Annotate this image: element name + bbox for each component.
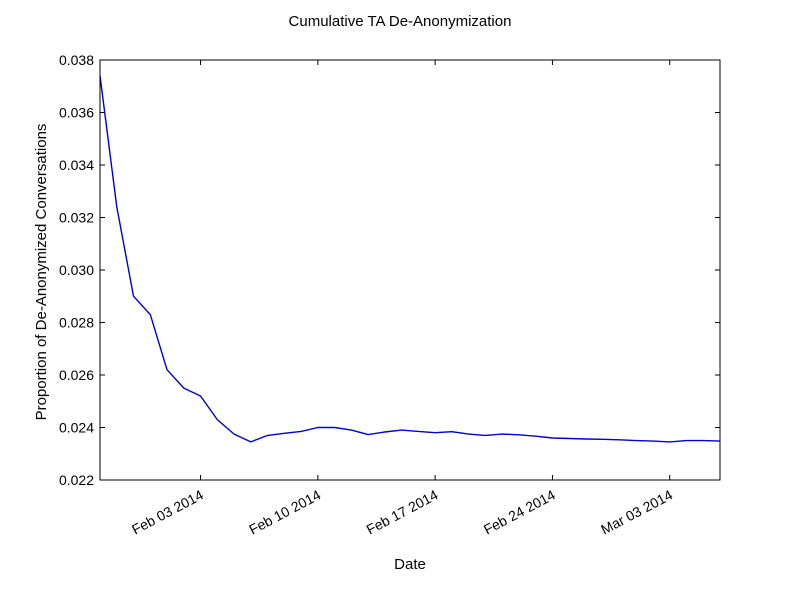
y-tick-label: 0.022 — [59, 472, 94, 488]
x-tick-label: Feb 10 2014 — [246, 486, 323, 537]
y-axis-label: Proportion of De-Anonymized Conversation… — [33, 124, 50, 421]
x-tick-label: Feb 17 2014 — [364, 486, 441, 537]
series-layer — [99, 75, 721, 443]
y-tick-label: 0.024 — [59, 420, 94, 436]
y-tick-label: 0.026 — [59, 367, 94, 383]
y-tick-label: 0.036 — [59, 105, 94, 121]
y-tick-label: 0.038 — [59, 52, 94, 68]
y-tick-label: 0.032 — [59, 210, 94, 226]
series-line — [99, 75, 721, 443]
y-tick-label: 0.028 — [59, 315, 94, 331]
x-tick-label: Feb 24 2014 — [481, 486, 558, 537]
y-tick-label: 0.034 — [59, 157, 94, 173]
plot-frame — [99, 59, 721, 481]
y-tick-label: 0.030 — [59, 262, 94, 278]
x-axis-label: Date — [394, 556, 426, 573]
x-tick-label: Mar 03 2014 — [598, 486, 675, 537]
x-tick-label: Feb 03 2014 — [129, 486, 206, 537]
chart-title: Cumulative TA De-Anonymization — [289, 13, 512, 30]
axis-ticks: 0.022 0.024 0.026 0.028 0.030 0.032 0.034 0.036… — [59, 52, 720, 538]
